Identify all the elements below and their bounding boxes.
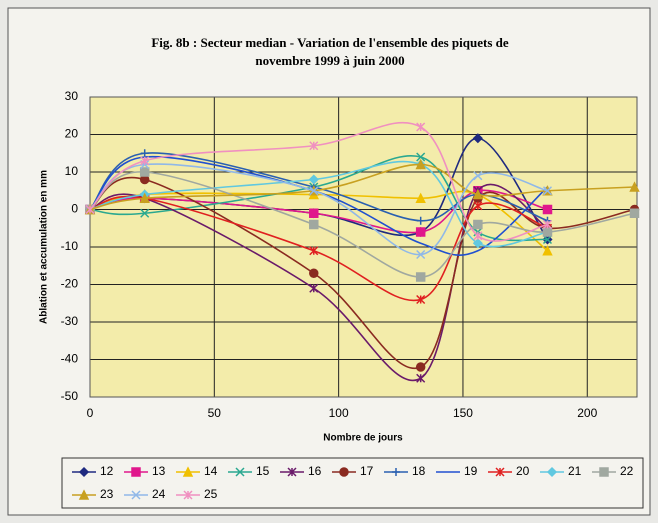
x-tick-label: 150	[453, 406, 473, 420]
legend-label: 16	[308, 464, 322, 478]
x-tick-label: 200	[577, 406, 597, 420]
marker	[473, 201, 483, 211]
y-tick-label: 30	[65, 89, 79, 103]
y-tick-label: -20	[61, 277, 79, 291]
legend-label: 21	[568, 464, 582, 478]
marker	[542, 219, 553, 230]
marker	[309, 283, 319, 293]
legend-label: 15	[256, 464, 270, 478]
marker	[415, 272, 426, 282]
marker	[416, 216, 425, 225]
plot-border	[89, 96, 638, 398]
legend-label: 25	[204, 487, 218, 501]
y-tick-label: -30	[61, 314, 79, 328]
marker	[415, 227, 426, 237]
marker	[309, 246, 319, 256]
marker	[542, 234, 553, 245]
marker	[85, 204, 95, 215]
marker	[139, 167, 150, 177]
marker	[546, 466, 558, 478]
marker	[139, 192, 150, 203]
y-tick-label: 0	[71, 202, 78, 216]
y-tick-label: 10	[65, 164, 79, 178]
marker	[309, 186, 319, 196]
marker	[629, 208, 640, 218]
marker	[542, 227, 553, 237]
marker	[495, 467, 505, 477]
marker	[415, 158, 426, 170]
marker	[416, 373, 426, 383]
legend-label: 14	[204, 464, 218, 478]
marker	[416, 294, 426, 305]
marker	[183, 490, 193, 500]
marker	[473, 171, 483, 181]
legend-label: 22	[620, 464, 634, 478]
chart-title: Fig. 8b : Secteur median - Variation de …	[151, 35, 509, 50]
marker	[78, 466, 90, 478]
legend-label: 12	[100, 464, 114, 478]
marker	[473, 219, 483, 230]
marker	[308, 174, 319, 185]
marker	[140, 149, 149, 158]
marker	[599, 467, 609, 477]
marker	[140, 156, 150, 166]
marker	[131, 467, 141, 477]
marker	[309, 141, 319, 151]
marker	[309, 208, 319, 218]
marker	[339, 467, 349, 477]
y-tick-label: -40	[61, 352, 79, 366]
legend-label: 20	[516, 464, 530, 478]
legend-label: 18	[412, 464, 426, 478]
x-tick-label: 0	[87, 406, 94, 420]
x-axis-title: Nombre de jours	[323, 433, 403, 444]
legend-label: 23	[100, 487, 114, 501]
marker	[472, 238, 483, 249]
marker	[309, 268, 319, 278]
legend-label: 24	[152, 487, 166, 501]
marker	[542, 204, 553, 215]
marker	[542, 245, 553, 256]
y-axis-title: Ablation et accumulation en mm	[39, 170, 50, 324]
marker	[392, 468, 400, 476]
chart-title: novembre 1999 à juin 2000	[255, 53, 404, 68]
marker	[131, 490, 141, 500]
marker	[472, 133, 483, 144]
marker	[309, 219, 319, 230]
marker	[416, 152, 426, 162]
marker	[415, 362, 426, 372]
legend-box	[61, 457, 644, 509]
marker	[629, 181, 640, 192]
marker	[473, 231, 483, 241]
marker	[472, 188, 484, 200]
marker	[287, 467, 297, 477]
marker	[140, 208, 150, 218]
marker	[416, 249, 426, 260]
x-tick-label: 50	[208, 406, 222, 420]
legend-label: 13	[152, 464, 166, 478]
marker	[78, 489, 90, 500]
y-tick-label: 20	[65, 127, 79, 141]
marker	[235, 467, 245, 477]
marker	[182, 466, 194, 477]
marker	[416, 122, 426, 132]
marker	[542, 186, 553, 196]
y-tick-label: -50	[61, 389, 79, 403]
legend-label: 17	[360, 464, 374, 478]
marker	[415, 192, 426, 203]
x-tick-label: 100	[329, 406, 349, 420]
legend-label: 19	[464, 464, 478, 478]
y-tick-label: -10	[61, 239, 79, 253]
